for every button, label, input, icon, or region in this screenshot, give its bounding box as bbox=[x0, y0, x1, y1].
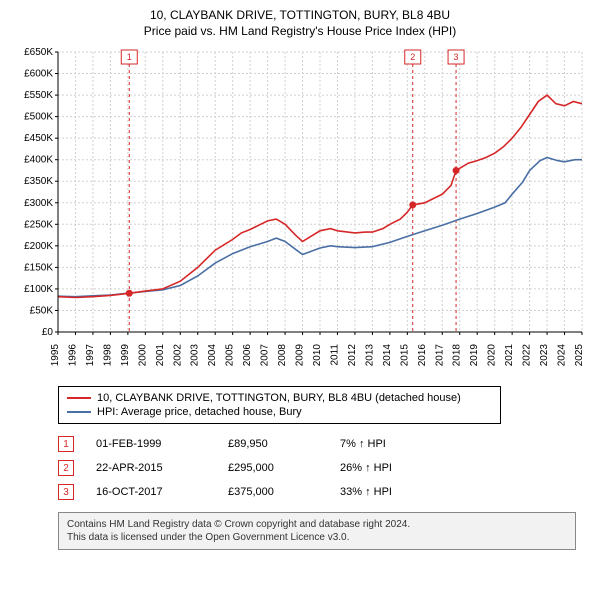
marker-row-date: 16-OCT-2017 bbox=[96, 486, 206, 498]
marker-row-badge: 3 bbox=[58, 484, 74, 500]
x-tick-label: 2005 bbox=[225, 344, 236, 367]
markers-table: 1 01-FEB-1999 £89,950 7% ↑ HPI 2 22-APR-2015 £… bbox=[58, 432, 588, 504]
y-tick-label: £450K bbox=[24, 133, 53, 144]
marker-row-badge: 1 bbox=[58, 436, 74, 452]
marker-badge-label: 1 bbox=[127, 52, 132, 62]
y-tick-label: £300K bbox=[24, 198, 53, 209]
legend-label: 10, CLAYBANK DRIVE, TOTTINGTON, BURY, BL… bbox=[97, 392, 461, 404]
x-tick-label: 2007 bbox=[260, 344, 271, 367]
y-tick-label: £550K bbox=[24, 90, 53, 101]
y-tick-label: £150K bbox=[24, 262, 53, 273]
x-tick-label: 2004 bbox=[207, 344, 218, 367]
x-tick-label: 2024 bbox=[557, 344, 568, 367]
attribution-footer: Contains HM Land Registry data © Crown c… bbox=[58, 512, 576, 550]
footer-line-1: Contains HM Land Registry data © Crown c… bbox=[67, 518, 567, 531]
series-line bbox=[58, 158, 582, 297]
sale-point bbox=[453, 167, 460, 174]
sale-point bbox=[409, 201, 416, 208]
x-tick-label: 1997 bbox=[85, 344, 96, 367]
x-tick-label: 2014 bbox=[382, 344, 393, 367]
marker-row-price: £89,950 bbox=[228, 438, 318, 450]
marker-row: 2 22-APR-2015 £295,000 26% ↑ HPI bbox=[58, 456, 588, 480]
x-tick-label: 2013 bbox=[364, 344, 375, 367]
x-tick-label: 2015 bbox=[399, 344, 410, 367]
marker-row-price: £295,000 bbox=[228, 462, 318, 474]
y-tick-label: £500K bbox=[24, 112, 53, 123]
y-tick-label: £600K bbox=[24, 69, 53, 80]
legend-item: HPI: Average price, detached house, Bury bbox=[67, 405, 492, 419]
line-chart-svg: £0 £50K £100K £150K £200K £250K £300K £350K £400… bbox=[12, 46, 588, 376]
x-tick-label: 1999 bbox=[120, 344, 131, 367]
y-tick-label: £350K bbox=[24, 176, 53, 187]
legend-swatch bbox=[67, 411, 91, 413]
x-tick-label: 2006 bbox=[242, 344, 253, 367]
x-tick-label: 2008 bbox=[277, 344, 288, 367]
x-tick-label: 1996 bbox=[67, 344, 78, 367]
y-tick-label: £250K bbox=[24, 219, 53, 230]
x-tick-label: 2012 bbox=[347, 344, 358, 367]
x-tick-label: 2002 bbox=[172, 344, 183, 367]
y-tick-label: £100K bbox=[24, 284, 53, 295]
marker-row-pct: 33% ↑ HPI bbox=[340, 486, 460, 498]
legend-label: HPI: Average price, detached house, Bury bbox=[97, 406, 302, 418]
legend-item: 10, CLAYBANK DRIVE, TOTTINGTON, BURY, BL… bbox=[67, 391, 492, 405]
x-tick-label: 2003 bbox=[190, 344, 201, 367]
marker-row-date: 01-FEB-1999 bbox=[96, 438, 206, 450]
chart-subtitle: Price paid vs. HM Land Registry's House … bbox=[12, 24, 588, 38]
titles: 10, CLAYBANK DRIVE, TOTTINGTON, BURY, BL… bbox=[12, 8, 588, 38]
x-tick-label: 1998 bbox=[102, 344, 113, 367]
x-tick-label: 2023 bbox=[539, 344, 550, 367]
y-tick-label: £0 bbox=[42, 327, 54, 338]
x-tick-label: 2025 bbox=[574, 344, 585, 367]
marker-row-badge: 2 bbox=[58, 460, 74, 476]
x-tick-label: 2011 bbox=[329, 344, 340, 366]
marker-row-pct: 7% ↑ HPI bbox=[340, 438, 460, 450]
y-tick-label: £650K bbox=[24, 47, 53, 58]
y-tick-label: £400K bbox=[24, 155, 53, 166]
x-tick-label: 2009 bbox=[295, 344, 306, 367]
footer-line-2: This data is licensed under the Open Gov… bbox=[67, 531, 567, 544]
y-tick-label: £50K bbox=[30, 305, 54, 316]
chart-area: £0 £50K £100K £150K £200K £250K £300K £350K £400… bbox=[12, 46, 588, 376]
x-tick-label: 2018 bbox=[452, 344, 463, 367]
x-tick-label: 2022 bbox=[522, 344, 533, 367]
legend: 10, CLAYBANK DRIVE, TOTTINGTON, BURY, BL… bbox=[58, 386, 501, 424]
marker-badge-label: 2 bbox=[410, 52, 415, 62]
marker-badge-label: 3 bbox=[454, 52, 459, 62]
y-tick-label: £200K bbox=[24, 241, 53, 252]
sale-point bbox=[126, 290, 133, 297]
legend-swatch bbox=[67, 397, 91, 399]
marker-row-price: £375,000 bbox=[228, 486, 318, 498]
marker-row-date: 22-APR-2015 bbox=[96, 462, 206, 474]
marker-row: 1 01-FEB-1999 £89,950 7% ↑ HPI bbox=[58, 432, 588, 456]
x-tick-label: 2017 bbox=[434, 344, 445, 367]
x-tick-label: 2016 bbox=[417, 344, 428, 367]
x-tick-label: 2010 bbox=[312, 344, 323, 367]
marker-row-pct: 26% ↑ HPI bbox=[340, 462, 460, 474]
x-tick-label: 1995 bbox=[50, 344, 61, 367]
x-tick-label: 2020 bbox=[487, 344, 498, 367]
x-tick-label: 2001 bbox=[155, 344, 166, 367]
x-tick-label: 2000 bbox=[137, 344, 148, 367]
x-tick-label: 2021 bbox=[504, 344, 515, 367]
chart-title: 10, CLAYBANK DRIVE, TOTTINGTON, BURY, BL… bbox=[12, 8, 588, 22]
x-tick-label: 2019 bbox=[469, 344, 480, 367]
chart-container: 10, CLAYBANK DRIVE, TOTTINGTON, BURY, BL… bbox=[0, 0, 600, 560]
marker-row: 3 16-OCT-2017 £375,000 33% ↑ HPI bbox=[58, 480, 588, 504]
